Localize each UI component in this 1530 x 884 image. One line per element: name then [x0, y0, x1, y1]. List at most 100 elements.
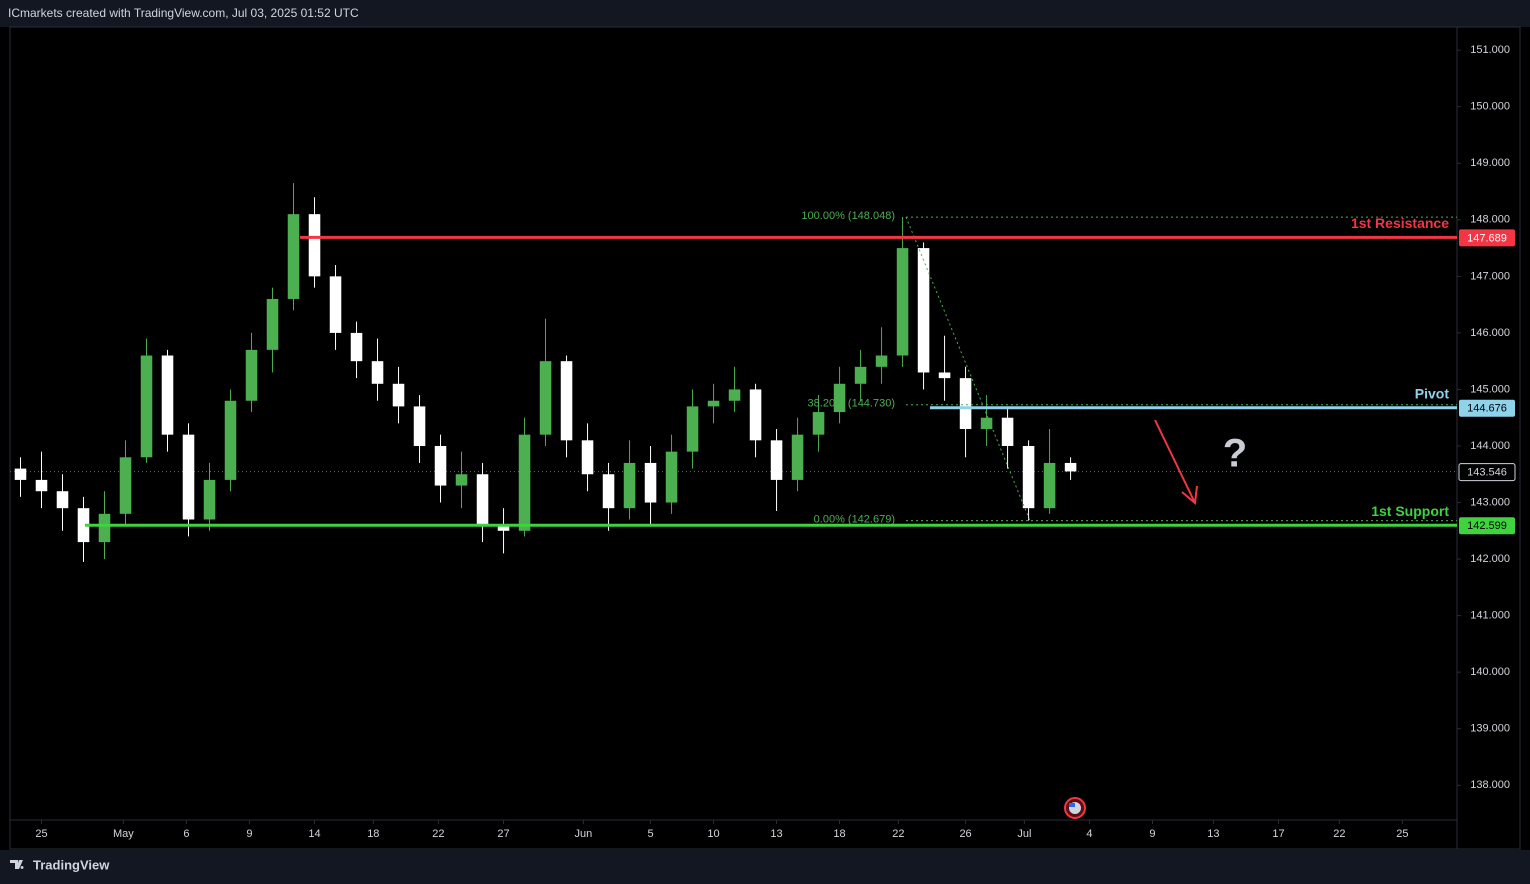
candle-body — [308, 214, 321, 277]
candle-body — [98, 513, 111, 543]
candle-body — [413, 406, 426, 446]
candle-body — [287, 214, 300, 299]
candle-body — [665, 451, 678, 503]
candle-body — [707, 400, 720, 407]
candle-body — [791, 434, 804, 480]
brand-logo — [10, 860, 24, 869]
candle-body — [917, 248, 930, 373]
x-tick-label: 25 — [35, 828, 47, 840]
level-name: 1st Support — [1371, 503, 1449, 519]
x-tick-label: 17 — [1272, 828, 1284, 840]
candle-body — [896, 248, 909, 356]
x-tick-label: 6 — [183, 828, 189, 840]
candle-body — [644, 462, 657, 503]
candle-body — [959, 378, 972, 430]
x-tick-label: May — [113, 828, 134, 840]
candle-body — [581, 440, 594, 475]
candle-body — [392, 383, 405, 407]
candle-body — [161, 355, 174, 435]
y-tick-label: 144.000 — [1470, 440, 1510, 452]
candle-body — [980, 417, 993, 430]
candle-body — [245, 349, 258, 401]
candle-body — [875, 355, 888, 367]
fib-label: 38.20% (144.730) — [808, 398, 895, 410]
last-price-badge — [1458, 463, 1516, 482]
candle-body — [455, 474, 468, 486]
candle-body — [812, 412, 825, 435]
x-tick-label: 18 — [367, 828, 379, 840]
candle-body — [77, 508, 90, 543]
candle-body — [434, 445, 447, 486]
x-tick-label: 5 — [647, 828, 653, 840]
y-tick-label: 142.000 — [1470, 553, 1510, 565]
fib-label: 100.00% (148.048) — [801, 210, 895, 222]
chart-frame — [9, 26, 1521, 850]
level-price: 147.689 — [1467, 232, 1507, 244]
y-tick-label: 143.000 — [1470, 496, 1510, 508]
x-tick-label: 10 — [707, 828, 719, 840]
x-tick-label: 13 — [770, 828, 782, 840]
candle-body — [35, 479, 48, 492]
candle-body — [686, 406, 699, 452]
level-badge — [1459, 229, 1515, 247]
candle-body — [833, 383, 846, 413]
candle-body — [518, 434, 531, 531]
candle-body — [371, 361, 384, 384]
x-tick-label: Jun — [574, 828, 592, 840]
level-name: 1st Resistance — [1351, 215, 1449, 231]
level-badge — [1459, 517, 1515, 535]
bottom-bar — [0, 850, 1530, 884]
candle-body — [119, 457, 132, 514]
candle-body — [854, 366, 867, 384]
candle-body — [224, 400, 237, 480]
y-tick-label: 149.000 — [1470, 157, 1510, 169]
y-tick-label: 145.000 — [1470, 383, 1510, 395]
x-tick-label: 18 — [833, 828, 845, 840]
y-tick-label: 150.000 — [1470, 101, 1510, 113]
header-text: ICmarkets created with TradingView.com, … — [8, 6, 359, 20]
candle-body — [497, 525, 510, 531]
candle-body — [1064, 462, 1077, 472]
candle-body — [203, 479, 216, 520]
y-tick-label: 139.000 — [1470, 723, 1510, 735]
candle-body — [938, 372, 951, 379]
level-price: 144.676 — [1467, 403, 1507, 415]
candle-body — [728, 389, 741, 401]
level-badge — [1459, 399, 1515, 417]
x-tick-label: 22 — [1333, 828, 1345, 840]
y-tick-label: 140.000 — [1470, 666, 1510, 678]
y-tick-label: 151.000 — [1470, 44, 1510, 56]
brand-text: TradingView — [33, 857, 110, 872]
candle-body — [1022, 445, 1035, 509]
candle-body — [56, 491, 69, 509]
level-name: Pivot — [1415, 385, 1450, 401]
candle-body — [14, 468, 27, 480]
x-tick-label: 25 — [1396, 828, 1408, 840]
candle-body — [560, 361, 573, 441]
x-tick-label: 9 — [1149, 828, 1155, 840]
candle-body — [602, 474, 615, 509]
y-tick-label: 141.000 — [1470, 610, 1510, 622]
x-tick-label: 9 — [246, 828, 252, 840]
x-tick-label: 14 — [308, 828, 320, 840]
y-tick-label: 148.000 — [1470, 214, 1510, 226]
x-tick-label: 22 — [892, 828, 904, 840]
y-tick-label: 146.000 — [1470, 327, 1510, 339]
x-tick-label: 26 — [959, 828, 971, 840]
level-price: 142.599 — [1467, 520, 1507, 532]
y-tick-label: 147.000 — [1470, 270, 1510, 282]
x-tick-label: 13 — [1207, 828, 1219, 840]
candle-body — [266, 298, 279, 350]
candle-body — [623, 462, 636, 509]
candle-body — [140, 355, 153, 458]
event-icon — [1064, 797, 1086, 819]
question-mark: ? — [1223, 432, 1247, 476]
candle-body — [329, 276, 342, 333]
top-bar — [0, 0, 1530, 27]
x-tick-label: 27 — [497, 828, 509, 840]
fib-label: 0.00% (142.679) — [814, 514, 895, 526]
x-tick-label: Jul — [1017, 828, 1031, 840]
candle-body — [1001, 417, 1014, 446]
